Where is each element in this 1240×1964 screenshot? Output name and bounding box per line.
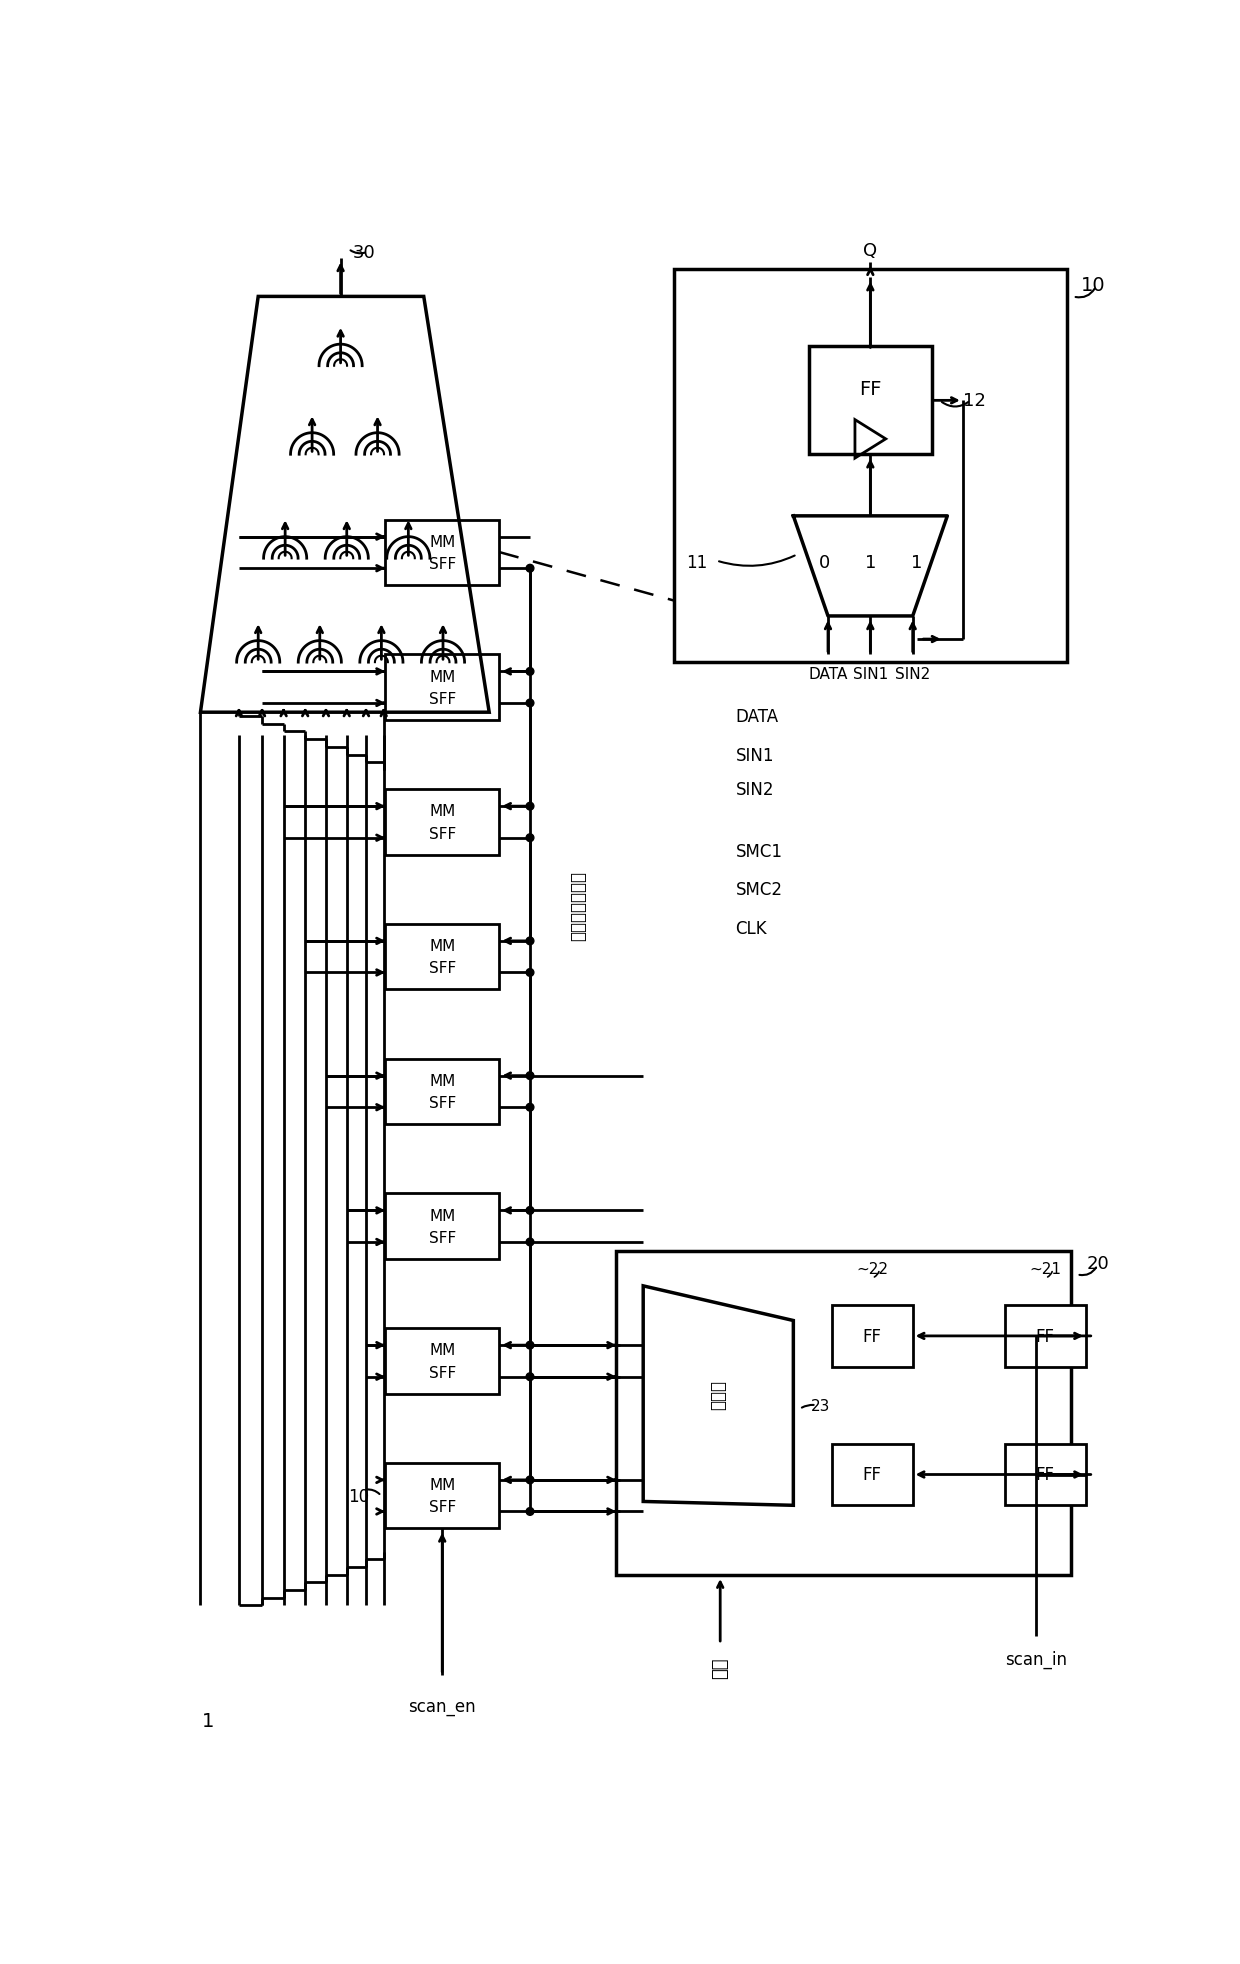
Text: scan_en: scan_en	[408, 1697, 476, 1715]
Text: 压缩比控制信号: 压缩比控制信号	[569, 870, 587, 941]
Circle shape	[526, 1208, 534, 1214]
Bar	[386, 1059, 500, 1125]
Bar	[808, 348, 932, 456]
Text: DATA: DATA	[735, 707, 779, 725]
Circle shape	[526, 1341, 534, 1349]
Text: SFF: SFF	[429, 1229, 456, 1245]
Text: 23: 23	[811, 1398, 830, 1412]
Text: SFF: SFF	[429, 960, 456, 976]
Text: SMC2: SMC2	[735, 880, 782, 900]
Bar	[832, 1444, 913, 1506]
Bar	[386, 520, 500, 585]
Text: MM: MM	[429, 1072, 455, 1088]
Text: Q: Q	[863, 242, 878, 259]
Circle shape	[526, 937, 534, 945]
Text: SFF: SFF	[429, 1500, 456, 1514]
Text: SFF: SFF	[429, 1365, 456, 1381]
Text: SFF: SFF	[429, 691, 456, 707]
Text: MM: MM	[429, 939, 455, 955]
Text: 1: 1	[911, 554, 923, 572]
Bar	[386, 925, 500, 990]
Text: 11: 11	[687, 554, 708, 572]
Text: MM: MM	[429, 1208, 455, 1224]
Bar	[386, 1463, 500, 1528]
Text: MM: MM	[429, 534, 455, 550]
Bar	[1006, 1444, 1086, 1506]
Text: MM: MM	[429, 1477, 455, 1493]
Text: SIN1: SIN1	[735, 746, 774, 764]
Circle shape	[526, 668, 534, 676]
Text: FF: FF	[862, 1465, 882, 1483]
Text: 1: 1	[202, 1711, 215, 1730]
Circle shape	[526, 968, 534, 976]
Text: FF: FF	[859, 381, 882, 399]
Text: scan_in: scan_in	[1004, 1650, 1066, 1669]
Text: CLK: CLK	[735, 919, 768, 937]
Text: SMC1: SMC1	[735, 843, 782, 860]
Circle shape	[526, 1239, 534, 1247]
Circle shape	[526, 803, 534, 811]
Circle shape	[526, 835, 534, 843]
Text: ~21: ~21	[1029, 1261, 1061, 1277]
Circle shape	[526, 566, 534, 573]
Text: MM: MM	[429, 670, 455, 683]
Text: SFF: SFF	[429, 1096, 456, 1110]
Text: DATA: DATA	[808, 668, 848, 682]
Bar	[832, 1306, 913, 1367]
Bar	[386, 656, 500, 721]
Circle shape	[526, 1373, 534, 1381]
Circle shape	[526, 1104, 534, 1112]
Text: FF: FF	[1035, 1465, 1055, 1483]
Text: SIN2: SIN2	[735, 782, 774, 799]
Text: FF: FF	[1035, 1328, 1055, 1345]
Text: 10: 10	[1081, 277, 1106, 295]
Text: SFF: SFF	[429, 558, 456, 572]
Text: 0: 0	[818, 554, 830, 572]
Circle shape	[526, 1508, 534, 1516]
Bar	[616, 1251, 1070, 1575]
Text: 更新: 更新	[712, 1656, 729, 1677]
Text: MM: MM	[429, 803, 455, 819]
Circle shape	[526, 1477, 534, 1485]
Text: FF: FF	[862, 1328, 882, 1345]
Circle shape	[526, 1072, 534, 1080]
Text: 1: 1	[864, 554, 875, 572]
Text: SFF: SFF	[429, 827, 456, 841]
Text: 10: 10	[347, 1487, 368, 1504]
Bar	[386, 1194, 500, 1259]
Bar	[675, 271, 1066, 662]
Text: SIN1: SIN1	[853, 668, 888, 682]
Bar	[386, 1328, 500, 1394]
Text: 解码器: 解码器	[709, 1379, 727, 1408]
Text: ~22: ~22	[856, 1261, 888, 1277]
Text: 30: 30	[352, 244, 374, 261]
Circle shape	[526, 699, 534, 707]
Text: 20: 20	[1086, 1255, 1109, 1273]
Text: 12: 12	[963, 393, 986, 410]
Text: SIN2: SIN2	[895, 668, 930, 682]
Bar	[386, 790, 500, 854]
Text: MM: MM	[429, 1343, 455, 1357]
Bar	[1006, 1306, 1086, 1367]
